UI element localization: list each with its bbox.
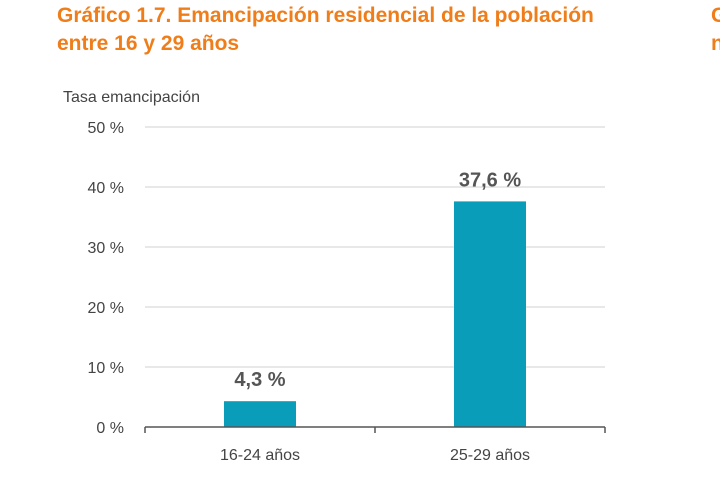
y-tick-label: 40 % <box>88 180 124 197</box>
y-tick-label: 50 % <box>88 120 124 137</box>
x-tick-label: 25-29 años <box>450 447 530 464</box>
x-tick-label: 16-24 años <box>220 447 300 464</box>
bar <box>454 201 526 427</box>
chart-title: Gráfico 1.7. Emancipación residencial de… <box>57 4 594 55</box>
y-tick-label: 30 % <box>88 240 124 257</box>
data-label: 4,3 % <box>234 369 285 391</box>
y-tick-label: 20 % <box>88 300 124 317</box>
y-tick-label: 10 % <box>88 360 124 377</box>
bar <box>224 401 296 427</box>
y-axis-label: Tasa emancipación <box>63 89 200 106</box>
y-tick-label: 0 % <box>96 420 124 437</box>
data-label: 37,6 % <box>459 169 521 191</box>
